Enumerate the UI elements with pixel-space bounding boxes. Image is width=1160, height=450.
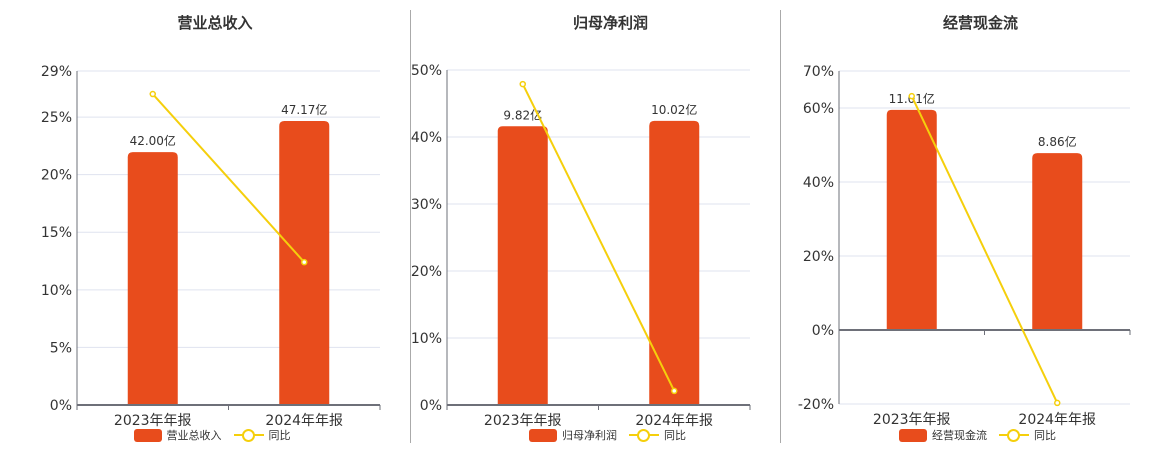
yoy-point[interactable]	[671, 387, 678, 395]
legend-item-line[interactable]: 同比	[629, 427, 686, 443]
y-tick-label: 20%	[803, 249, 834, 265]
y-tick-label: 70%	[803, 64, 834, 80]
legend-label: 经营现金流	[932, 429, 987, 442]
chart-panel-operating-cashflow: 经营现金流 -20%0%20%40%60%70%11.01亿8.86亿2023年…	[781, 0, 1160, 450]
chart-legend: 营业总收入 同比	[20, 427, 410, 443]
legend-item-bar[interactable]: 经营现金流	[899, 427, 987, 443]
x-category-label: 2024年年报	[265, 413, 343, 429]
chart-legend: 经营现金流 同比	[801, 427, 1160, 443]
legend-label: 同比	[268, 429, 291, 442]
y-tick-label: 30%	[411, 197, 442, 213]
chart-plot: 0% 5% 10% 15% 20% 25% 29% 42.00亿 47.17亿 2023年年报 20…	[41, 64, 381, 429]
legend-item-line[interactable]: 同比	[999, 427, 1056, 443]
y-tick-label: 60%	[803, 101, 834, 117]
y-tick-label: 20%	[41, 168, 72, 184]
yoy-point[interactable]	[1054, 399, 1061, 407]
legend-label: 同比	[1034, 429, 1056, 442]
y-tick-label: 0%	[812, 323, 834, 339]
bar[interactable]	[886, 109, 937, 330]
bar-swatch-icon	[529, 428, 557, 442]
legend-item-line[interactable]: 同比	[233, 427, 291, 443]
x-category-label: 2023年年报	[114, 413, 192, 429]
chart-panel-net-profit: 归母净利润 0% 10% 20% 30% 40% 50% 9.82亿 10.02亿 2023年年…	[411, 0, 780, 450]
yoy-point[interactable]	[519, 80, 526, 88]
yoy-line	[152, 93, 305, 263]
y-tick-label: 25%	[41, 110, 72, 126]
bar[interactable]	[649, 120, 700, 406]
y-tick-label: 0%	[420, 398, 442, 414]
bar-swatch-icon	[133, 428, 162, 442]
y-tick-label: 50%	[411, 63, 442, 79]
x-category-label: 2023年年报	[873, 412, 951, 428]
yoy-point[interactable]	[149, 90, 156, 98]
chart-plot: 0% 10% 20% 30% 40% 50% 9.82亿 10.02亿 2023年年报 2024年…	[411, 63, 751, 429]
panel-divider	[410, 10, 411, 443]
yoy-point[interactable]	[301, 258, 308, 266]
y-tick-label: 10%	[41, 283, 72, 299]
panel-divider	[780, 10, 781, 443]
y-tick-label: 0%	[50, 398, 72, 414]
bar[interactable]	[127, 152, 178, 405]
chart-panel-revenue: 营业总收入 0% 5% 10% 15% 20% 25% 29% 42.00亿 47.17亿 202…	[0, 0, 410, 450]
x-category-label: 2023年年报	[484, 413, 562, 429]
legend-item-bar[interactable]: 营业总收入	[133, 427, 222, 443]
legend-item-bar[interactable]: 归母净利润	[529, 427, 617, 443]
legend-label: 同比	[664, 429, 686, 442]
y-tick-label: 5%	[50, 340, 72, 356]
bar-value-label: 10.02亿	[651, 102, 697, 117]
bar-swatch-icon	[899, 428, 927, 442]
yoy-line	[521, 83, 676, 392]
y-tick-label: -20%	[798, 397, 834, 413]
y-tick-label: 15%	[41, 225, 72, 241]
bar-value-label: 8.86亿	[1038, 134, 1077, 149]
bar[interactable]	[1032, 153, 1083, 330]
bar-value-label: 47.17亿	[281, 102, 327, 117]
y-tick-label: 20%	[411, 264, 442, 280]
legend-label: 营业总收入	[166, 429, 222, 442]
x-category-label: 2024年年报	[1018, 412, 1096, 428]
chart-legend: 归母净利润 同比	[441, 427, 780, 443]
yoy-line	[910, 95, 1059, 404]
y-tick-label: 40%	[411, 130, 442, 146]
chart-title: 营业总收入	[177, 14, 253, 32]
chart-title: 归母净利润	[572, 14, 648, 32]
y-tick-label: 40%	[803, 175, 834, 191]
y-tick-label: 29%	[41, 64, 72, 80]
line-marker-icon	[233, 428, 264, 442]
legend-label: 归母净利润	[562, 429, 617, 442]
chart-title: 经营现金流	[942, 14, 1018, 32]
bar-value-label: 42.00亿	[130, 133, 176, 148]
bar[interactable]	[497, 126, 548, 405]
y-tick-label: 10%	[411, 331, 442, 347]
yoy-point[interactable]	[908, 92, 915, 100]
line-marker-icon	[629, 428, 659, 442]
line-marker-icon	[999, 428, 1029, 442]
bar-value-label: 9.82亿	[503, 107, 542, 122]
x-category-label: 2024年年报	[635, 413, 713, 429]
chart-plot: -20%0%20%40%60%70%11.01亿8.86亿2023年年报2024…	[798, 64, 1131, 428]
